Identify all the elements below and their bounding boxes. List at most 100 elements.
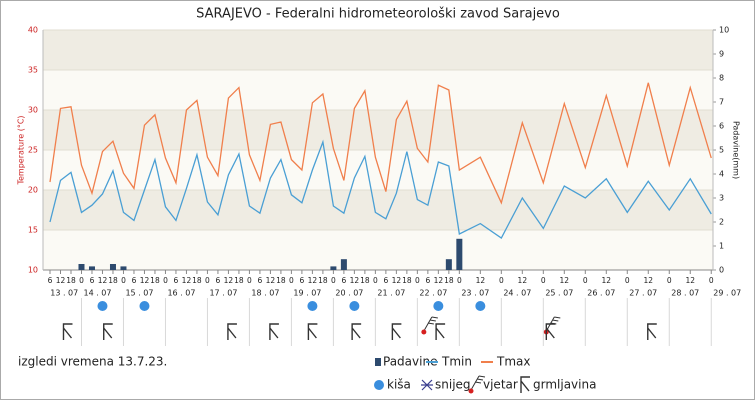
y2-tick-label: 8 — [719, 74, 724, 83]
weather-icon — [227, 323, 237, 340]
y-tick-label: 15 — [28, 226, 38, 235]
x-tick-label: 6 — [48, 276, 53, 285]
y2-tick-label: 6 — [719, 122, 724, 131]
weather-icon — [435, 323, 446, 340]
legend-label: Padavine — [383, 355, 437, 369]
y2-tick-label: 5 — [719, 146, 724, 155]
y-tick-label: 35 — [28, 66, 38, 75]
weather-icon — [647, 323, 657, 340]
x-tick-label: 18 — [234, 276, 244, 285]
x-tick-label: 18 — [318, 276, 328, 285]
x-tick-label: 0 — [163, 276, 168, 285]
weather-icon — [269, 323, 279, 340]
thunder-icon — [103, 323, 113, 340]
thunder-icon — [391, 323, 402, 340]
rain-icon — [307, 301, 318, 311]
x-tick-label: 12 — [140, 276, 150, 285]
thunder-icon — [269, 323, 279, 340]
x-tick-label: 12 — [685, 276, 695, 285]
x-tick-label: 0 — [247, 276, 252, 285]
x-tick-label: 6 — [174, 276, 179, 285]
x-tick-label: 6 — [90, 276, 95, 285]
series-line — [49, 82, 712, 205]
x-tick-label: 12 — [392, 276, 402, 285]
day-label: 29 . 07 — [713, 289, 741, 298]
rain-icon — [475, 301, 486, 311]
x-tick-label: 12 — [434, 276, 444, 285]
band — [43, 30, 713, 70]
thunder-icon — [62, 323, 73, 340]
day-label: 18 . 07 — [251, 289, 279, 298]
x-tick-label: 0 — [415, 276, 420, 285]
wind-icon — [470, 375, 486, 391]
y-tick-label: 25 — [28, 146, 38, 155]
x-tick-label: 0 — [625, 276, 630, 285]
day-label: 28 . 07 — [671, 289, 699, 298]
x-tick-label: 12 — [476, 276, 486, 285]
x-tick-label: 6 — [216, 276, 221, 285]
weather-icon — [433, 301, 444, 311]
y-axis-label: Temperature (°C) — [17, 115, 26, 185]
precip-bar — [109, 264, 116, 270]
legend-label: vjetar — [483, 378, 518, 392]
weather-icon — [97, 301, 108, 311]
snow-icon — [421, 379, 433, 391]
band — [43, 110, 713, 150]
legend-label: kiša — [387, 378, 411, 392]
y2-tick-label: 3 — [719, 194, 724, 203]
wind-dot — [468, 388, 474, 394]
thunder-icon — [307, 323, 318, 340]
precip-bar — [120, 266, 127, 270]
rain-icon — [349, 301, 360, 311]
legend-icon — [374, 380, 384, 390]
weather-icon — [307, 323, 318, 340]
thunder-icon — [227, 323, 237, 340]
x-tick-label: 6 — [300, 276, 305, 285]
x-tick-label: 6 — [258, 276, 263, 285]
thunder-icon — [520, 376, 530, 393]
x-tick-label: 0 — [331, 276, 336, 285]
x-tick-label: 0 — [499, 276, 504, 285]
weather-icon — [391, 323, 402, 340]
rain-icon — [433, 301, 444, 311]
x-tick-label: 12 — [98, 276, 108, 285]
weather-icon — [103, 323, 113, 340]
precip-bar — [88, 266, 95, 270]
weather-icon — [475, 301, 486, 311]
x-tick-label: 12 — [308, 276, 318, 285]
day-label: 19 . 07 — [293, 289, 321, 298]
precip-bar — [456, 238, 463, 270]
rain-icon — [139, 301, 150, 311]
x-tick-label: 6 — [341, 276, 346, 285]
x-tick-label: 12 — [560, 276, 570, 285]
y2-tick-label: 2 — [719, 218, 724, 227]
thunder-icon — [351, 323, 362, 340]
x-tick-label: 6 — [132, 276, 137, 285]
legend-label: Tmin — [441, 355, 472, 369]
x-tick-label: 12 — [266, 276, 276, 285]
x-tick-label: 12 — [182, 276, 192, 285]
x-tick-label: 18 — [402, 276, 412, 285]
legend-swatch — [375, 358, 381, 366]
legend-icon — [421, 379, 433, 391]
day-label: 26 . 07 — [587, 289, 615, 298]
x-tick-label: 12 — [518, 276, 528, 285]
rain-icon — [374, 380, 384, 390]
weather-icon — [62, 323, 73, 340]
x-tick-label: 18 — [444, 276, 454, 285]
x-tick-label: 0 — [289, 276, 294, 285]
day-label: 13 . 07 — [50, 289, 78, 298]
day-label: 16 . 07 — [167, 289, 195, 298]
y-tick-label: 10 — [28, 266, 38, 275]
legend-label: Tmax — [496, 355, 530, 369]
x-tick-label: 18 — [276, 276, 286, 285]
x-tick-label: 0 — [79, 276, 84, 285]
day-label: 24 . 07 — [503, 289, 531, 298]
day-label: 27 . 07 — [629, 289, 657, 298]
day-label: 14 . 07 — [83, 289, 111, 298]
y2-tick-label: 0 — [719, 266, 724, 275]
rain-icon — [97, 301, 108, 311]
y2-axis-label: Padavine(mm) — [732, 121, 741, 179]
x-tick-label: 0 — [457, 276, 462, 285]
